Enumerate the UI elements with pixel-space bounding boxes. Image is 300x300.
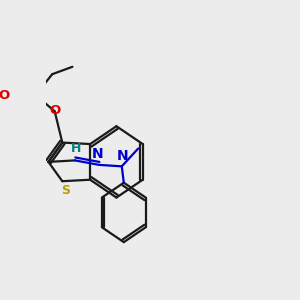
Text: O: O — [0, 89, 9, 102]
Text: N: N — [117, 149, 129, 163]
Text: N: N — [92, 148, 103, 161]
Text: O: O — [49, 104, 60, 117]
Text: S: S — [61, 184, 70, 197]
Text: H: H — [71, 142, 81, 155]
